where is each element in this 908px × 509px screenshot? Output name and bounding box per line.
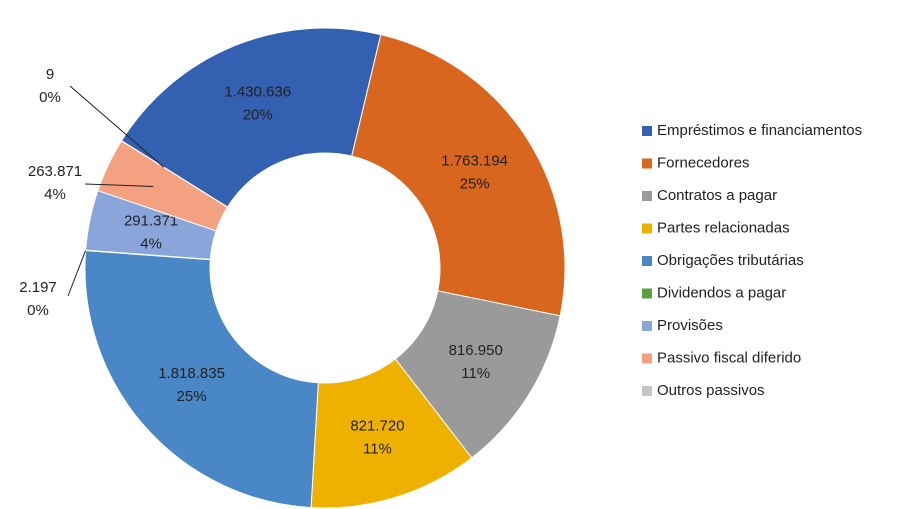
- data-label: 291.371: [124, 212, 178, 229]
- legend-label: Contratos a pagar: [657, 187, 777, 204]
- legend-swatch: [642, 256, 652, 266]
- legend-label: Obrigações tributárias: [657, 252, 804, 269]
- percent-label: 25%: [460, 176, 490, 193]
- donut-slice: [120, 140, 228, 208]
- legend-swatch: [642, 191, 652, 201]
- data-label: 9: [46, 66, 54, 83]
- legend-label: Partes relacionadas: [657, 219, 790, 236]
- leader-line: [84, 183, 154, 187]
- legend-swatch: [642, 288, 652, 299]
- data-label: 2.197: [19, 279, 57, 296]
- legend-swatch: [642, 386, 652, 396]
- legend-swatch: [642, 223, 652, 234]
- legend-swatch: [642, 353, 652, 364]
- percent-label: 4%: [44, 186, 66, 203]
- percent-label: 11%: [363, 441, 392, 458]
- percent-label: 4%: [140, 235, 162, 252]
- donut-slice: [84, 250, 319, 509]
- legend-label: Dividendos a pagar: [657, 284, 786, 301]
- data-label: 263.871: [28, 163, 82, 180]
- percent-label: 20%: [243, 107, 273, 124]
- leader-line: [67, 250, 87, 297]
- legend-label: Outros passivos: [657, 382, 765, 399]
- percent-label: 0%: [27, 302, 49, 319]
- donut-slice: [351, 33, 566, 317]
- leader-line: [69, 85, 165, 168]
- data-label: 816.950: [449, 342, 503, 359]
- legend-label: Fornecedores: [657, 154, 750, 171]
- data-label: 1.763.194: [441, 153, 508, 170]
- percent-label: 11%: [461, 365, 490, 382]
- legend-label: Empréstimos e financiamentos: [657, 122, 862, 139]
- data-label: 1.818.835: [158, 365, 225, 382]
- donut-slice: [120, 27, 382, 208]
- percent-label: 0%: [39, 89, 61, 106]
- legend-swatch: [642, 126, 652, 136]
- legend-label: Passivo fiscal diferido: [657, 349, 801, 366]
- percent-label: 25%: [177, 388, 207, 405]
- legend-swatch: [642, 321, 652, 331]
- legend-swatch: [642, 158, 652, 169]
- legend-label: Provisões: [657, 317, 723, 334]
- data-label: 821.720: [350, 418, 404, 435]
- data-label: 1.430.636: [224, 84, 291, 101]
